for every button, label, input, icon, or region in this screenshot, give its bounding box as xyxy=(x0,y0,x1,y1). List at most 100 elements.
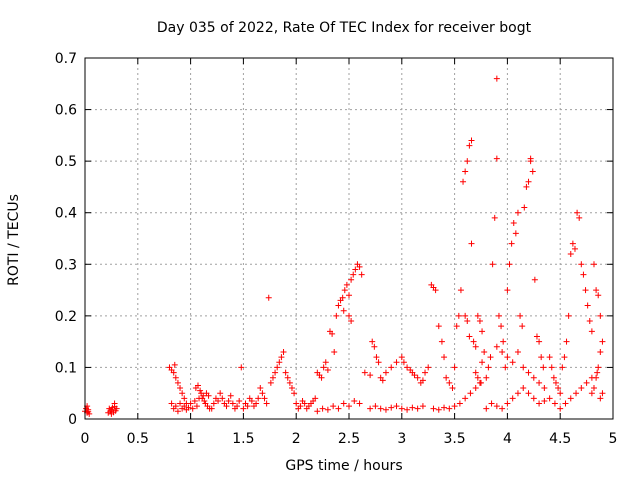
data-point xyxy=(474,312,481,319)
data-point xyxy=(555,385,562,392)
data-point xyxy=(404,406,411,413)
data-point xyxy=(177,400,184,407)
data-point xyxy=(223,403,230,410)
data-point xyxy=(189,405,196,412)
data-point xyxy=(293,400,300,407)
data-point xyxy=(404,364,411,371)
data-point xyxy=(253,400,260,407)
data-point xyxy=(339,294,346,301)
data-point xyxy=(414,405,421,412)
data-point xyxy=(238,364,245,371)
x-tick-label: 3 xyxy=(397,431,406,447)
data-point xyxy=(541,385,548,392)
data-point xyxy=(217,390,224,397)
data-point xyxy=(546,395,553,402)
data-point xyxy=(358,271,365,278)
data-point xyxy=(318,374,325,381)
data-point xyxy=(191,397,198,404)
data-point xyxy=(372,403,379,410)
data-point xyxy=(197,387,204,394)
data-point xyxy=(330,403,337,410)
data-point xyxy=(371,343,378,350)
data-point xyxy=(312,395,319,402)
data-point xyxy=(557,405,564,412)
data-point xyxy=(599,338,606,345)
y-tick-label: 0.5 xyxy=(55,154,77,170)
data-point xyxy=(324,367,331,374)
data-point xyxy=(514,209,521,216)
data-point xyxy=(259,390,266,397)
data-point xyxy=(181,403,188,410)
data-point xyxy=(291,390,298,397)
data-point xyxy=(584,302,591,309)
y-tick-label: 0.1 xyxy=(55,360,77,376)
data-point xyxy=(382,406,389,413)
data-point xyxy=(284,374,291,381)
data-point xyxy=(502,364,509,371)
data-point xyxy=(491,214,498,221)
chart-title: Day 035 of 2022, Rate Of TEC Index for r… xyxy=(157,20,532,36)
data-point xyxy=(495,312,502,319)
y-axis: 0 0.1 0.2 0.3 0.4 0.5 0.6 0.7 xyxy=(55,51,613,428)
grid-lines xyxy=(85,58,613,419)
data-point xyxy=(335,302,342,309)
data-point xyxy=(288,385,295,392)
data-point xyxy=(205,392,212,399)
data-point xyxy=(565,312,572,319)
data-point xyxy=(248,397,255,404)
data-point xyxy=(541,397,548,404)
data-point xyxy=(536,379,543,386)
data-point xyxy=(346,403,352,410)
data-point xyxy=(111,403,118,410)
data-point xyxy=(563,338,570,345)
y-tick-label: 0.7 xyxy=(55,51,77,67)
data-point xyxy=(348,318,355,325)
data-point xyxy=(488,400,495,407)
data-point xyxy=(210,400,217,407)
data-point xyxy=(487,354,494,361)
data-point xyxy=(346,312,352,319)
data-point xyxy=(525,178,532,185)
data-point xyxy=(551,400,558,407)
data-point xyxy=(435,406,442,413)
data-point xyxy=(464,318,471,325)
data-point xyxy=(588,374,595,381)
data-point xyxy=(557,390,564,397)
data-point xyxy=(322,359,329,366)
data-point xyxy=(472,385,479,392)
data-point xyxy=(540,364,547,371)
data-point xyxy=(278,354,285,361)
data-point xyxy=(479,328,486,335)
data-point xyxy=(472,343,479,350)
data-point xyxy=(451,403,458,410)
data-point xyxy=(432,287,439,294)
data-point xyxy=(382,369,389,376)
data-point xyxy=(595,292,602,299)
data-point xyxy=(536,400,543,407)
data-point xyxy=(425,364,432,371)
data-point xyxy=(479,359,486,366)
data-point xyxy=(583,379,590,386)
data-point xyxy=(255,395,262,402)
data-point xyxy=(193,403,200,410)
data-point xyxy=(269,374,276,381)
data-point xyxy=(438,338,445,345)
x-tick-label: 0.5 xyxy=(127,431,149,447)
data-point xyxy=(449,385,456,392)
data-point xyxy=(531,276,538,283)
x-tick-label: 3.5 xyxy=(443,431,465,447)
data-point xyxy=(453,323,460,330)
data-point xyxy=(470,338,477,345)
y-axis-label: ROTI / TECUs xyxy=(6,194,22,286)
data-point xyxy=(462,312,469,319)
data-point xyxy=(504,287,511,294)
data-point xyxy=(185,404,192,411)
data-point xyxy=(521,204,528,211)
data-point xyxy=(523,183,530,190)
data-point xyxy=(597,348,604,355)
data-point xyxy=(393,359,400,366)
x-axis-label: GPS time / hours xyxy=(285,458,402,474)
data-point xyxy=(588,328,595,335)
data-point xyxy=(441,404,448,411)
data-point xyxy=(520,385,527,392)
